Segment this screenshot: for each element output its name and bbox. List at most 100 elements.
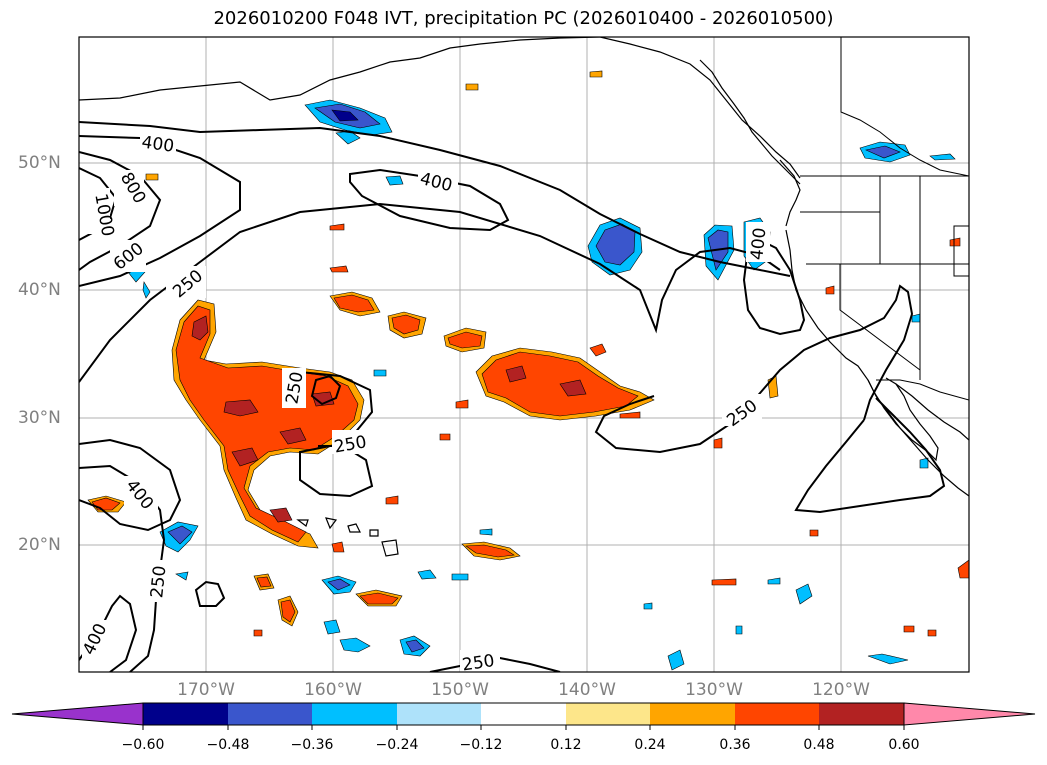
precip-positive-regions — [87, 70, 969, 637]
colorbar — [11, 702, 1036, 730]
pos-blob-n-7 — [455, 399, 469, 409]
label-bg — [110, 240, 146, 272]
colorbar-tick-label: −0.24 — [375, 737, 419, 753]
pos-blob-main-dark-6 — [311, 391, 335, 407]
pos-blob-n-11 — [465, 83, 479, 91]
neg-blob-south-1-core — [167, 525, 193, 545]
coast-hawaii-3 — [369, 529, 379, 537]
label-bg — [460, 650, 500, 672]
pos-blob-s-14 — [809, 529, 819, 537]
pos-blob-n-9 — [145, 173, 159, 181]
lon-label-130w: 130°W — [685, 680, 743, 700]
neg-blob-south-4 — [339, 637, 371, 653]
pos-blob-n-3-inner — [447, 331, 483, 349]
border-state-5 — [839, 264, 921, 371]
lon-label-150w: 150°W — [431, 680, 489, 700]
neg-blob-south-13 — [767, 577, 781, 585]
neg-blob-south-2-core — [327, 578, 351, 591]
colorbar-bin — [481, 703, 566, 725]
neg-blob-small-4 — [142, 281, 151, 299]
coast-hawaii-5 — [296, 519, 309, 527]
colorbar-bin — [819, 703, 904, 725]
colorbar-bin — [312, 703, 397, 725]
colorbar-bin — [650, 703, 735, 725]
neg-blob-canada-small — [929, 153, 956, 161]
contour-label-250-e: 250 — [147, 565, 170, 599]
pos-blob-n-6 — [329, 265, 349, 273]
coast-gulf-california — [895, 383, 969, 441]
coast-alaska — [79, 37, 601, 101]
neg-blob-south-8 — [175, 571, 189, 581]
graticule — [79, 37, 969, 672]
label-bg — [722, 394, 762, 426]
neg-blob-south-5-core — [405, 639, 425, 653]
ivt-contour-labels: 400 800 1000 600 250 400 250 250 250 400… — [79, 132, 770, 675]
map-title: 2026010200 F048 IVT, precipitation PC (2… — [213, 8, 834, 29]
pos-blob-coast-3 — [711, 578, 737, 586]
pos-blob-s-6 — [385, 495, 399, 505]
colorbar-bin — [735, 703, 819, 725]
label-bg — [418, 170, 458, 194]
label-bg — [332, 430, 370, 454]
label-bg — [124, 476, 158, 514]
colorbar-tick-label: 0.48 — [803, 737, 835, 753]
neg-blob-small-3 — [385, 175, 404, 186]
contour-label-250-f: 250 — [461, 651, 496, 675]
coast-gulf-alaska — [599, 37, 801, 179]
pos-blob-main-dark-4 — [279, 427, 307, 445]
colorbar-extend-max — [903, 702, 1036, 726]
colorbar-tick-label: 0.60 — [888, 737, 920, 753]
pos-blob-n-4 — [589, 343, 607, 357]
lon-label-120w: 120°W — [812, 680, 870, 700]
pos-blob-central-dark-2 — [559, 379, 587, 397]
colorbar-bin — [566, 703, 650, 725]
label-bg — [140, 132, 176, 154]
pos-blob-s-2-inner — [359, 592, 399, 605]
ivt-contour-250-coast-loop — [742, 238, 806, 336]
colorbar-bin — [397, 703, 481, 725]
border-us-mexico — [876, 379, 969, 401]
ivt-contour-400-north — [79, 121, 791, 277]
lon-label-140w: 140°W — [558, 680, 616, 700]
coast-hawaii-4 — [381, 539, 399, 557]
colorbar-ticks — [142, 725, 905, 730]
neg-blob-nw-canada-core — [865, 145, 901, 159]
colorbar-tick-label: −0.60 — [121, 737, 165, 753]
pos-blob-s-3-inner — [280, 599, 296, 623]
neg-blob-south-9 — [479, 528, 493, 536]
label-bg — [166, 266, 206, 298]
label-bg — [82, 620, 110, 660]
coast-panhandle — [699, 59, 801, 185]
colorbar-extend-min — [11, 702, 144, 726]
ivt-contour-250-east — [594, 284, 914, 454]
pos-blob-s-13 — [949, 237, 961, 247]
colorbar-tick-label: −0.12 — [459, 737, 503, 753]
lon-label-160w: 160°W — [304, 680, 362, 700]
lat-label-50n: 50°N — [18, 153, 61, 173]
coastlines — [79, 37, 969, 557]
border-alaska-canada — [840, 37, 969, 177]
neg-blob-aleutian-deep — [331, 109, 359, 122]
pos-blob-s-5 — [331, 541, 345, 553]
pos-blob-s-4-inner — [256, 576, 272, 588]
lat-label-30n: 30°N — [18, 408, 61, 428]
coast-hawaii-1 — [325, 517, 338, 530]
political-borders — [800, 37, 969, 401]
pos-blob-n-8 — [619, 411, 641, 419]
neg-blob-south-10 — [795, 583, 813, 605]
lon-label-170w: 170°W — [177, 680, 235, 700]
map-frame — [78, 36, 970, 673]
colorbar-tick-label: 0.12 — [550, 737, 582, 753]
colorbar-tick-label: −0.36 — [290, 737, 334, 753]
label-bg — [282, 368, 306, 408]
pos-blob-s-8 — [253, 629, 263, 637]
pos-blob-s-10 — [927, 629, 937, 637]
colorbar-bin — [228, 703, 312, 725]
ivt-contour-250-small — [310, 374, 342, 406]
contour-label-400-e: 400 — [747, 227, 770, 261]
lat-label-20n: 20°N — [18, 535, 61, 555]
label-bg — [86, 188, 110, 234]
pos-blob-main-dark-5 — [269, 507, 293, 523]
colorbar-tick-label: 0.36 — [719, 737, 751, 753]
